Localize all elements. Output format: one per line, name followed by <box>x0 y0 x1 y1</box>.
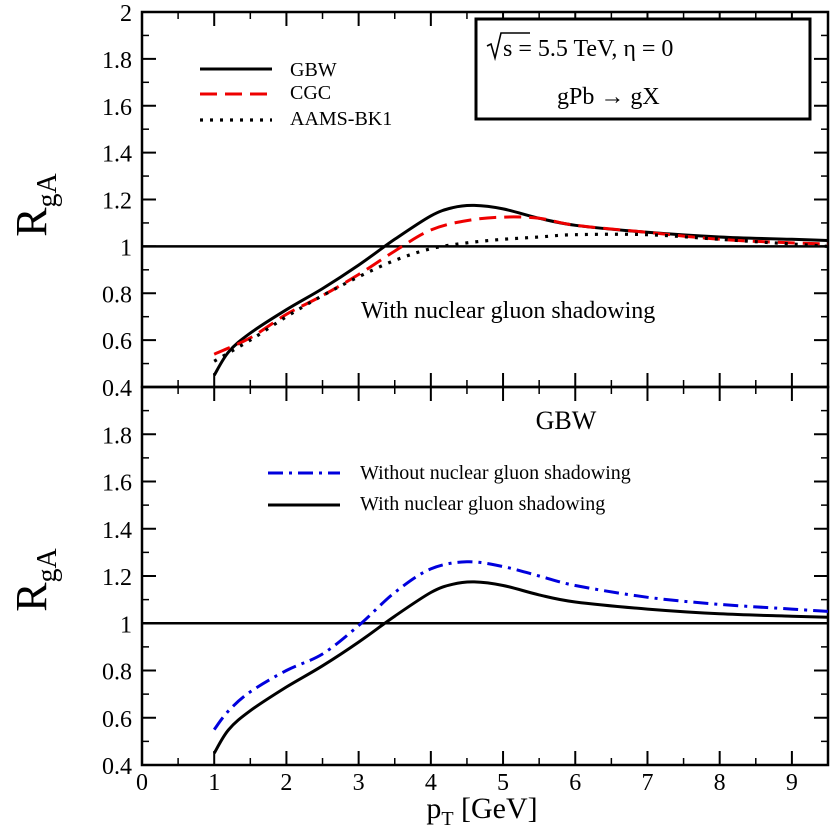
legend-label-aams: AAMS-BK1 <box>290 108 392 130</box>
bottom-legend: Without nuclear gluon shadowing With nuc… <box>268 462 631 515</box>
bottom-ytick-label: 1.2 <box>102 565 132 591</box>
xtick-label: 5 <box>497 770 509 796</box>
top-ytick-label: 2 <box>120 1 132 27</box>
xtick-label: 4 <box>425 770 437 796</box>
legend-label-cgc: CGC <box>290 82 331 104</box>
info-energy: s = 5.5 TeV, η = 0 <box>503 36 673 62</box>
top-ytick-label: 1.2 <box>102 189 132 215</box>
bottom-panel-title: GBW <box>536 406 597 435</box>
top-series-gbw <box>212 203 828 377</box>
top-ytick-label: 1.6 <box>102 95 132 121</box>
sqrt-icon <box>486 32 530 62</box>
top-ytick-label: 1 <box>120 235 132 261</box>
top-ytick-label: 0.6 <box>102 329 132 355</box>
top-ytick-label: 1.4 <box>102 142 132 168</box>
bottom-series-with-nuclear-gluon-shadowing <box>212 580 828 754</box>
top-legend: GBW CGC AAMS-BK1 <box>200 59 392 130</box>
info-box: s = 5.5 TeV, η = 0 gPb → gX <box>474 17 812 121</box>
legend-label-with: With nuclear gluon shadowing <box>360 493 605 515</box>
top-panel: 0.4 0.6 0.8 1 1.2 1.4 1.6 1.8 2 <box>102 1 830 402</box>
bottom-ytick-label: 1.8 <box>102 423 132 449</box>
info-process: gPb → gX <box>557 84 660 110</box>
top-series-aams-bk1 <box>213 232 828 363</box>
top-ytick-label: 1.8 <box>102 48 132 74</box>
top-ytick-label: 0.8 <box>102 282 132 308</box>
xtick-label: 0 <box>136 770 148 796</box>
xtick-label: 6 <box>569 770 581 796</box>
bottom-plot-frame <box>140 385 830 767</box>
bottom-ytick-label: 1.4 <box>102 518 132 544</box>
bottom-ytick-label: 1 <box>120 612 132 638</box>
legend-label-without: Without nuclear gluon shadowing <box>360 462 631 484</box>
top-annotation: With nuclear gluon shadowing <box>361 298 655 324</box>
xtick-label: 7 <box>641 770 653 796</box>
bottom-ytick-label: 1.6 <box>102 471 132 497</box>
xtick-label: 9 <box>786 770 798 796</box>
info-box-frame <box>474 17 812 121</box>
bottom-ylabel: RgA <box>7 547 63 611</box>
bottom-ytick-label: 0.8 <box>102 660 132 686</box>
x-axis-title: pT [GeV] <box>426 792 537 830</box>
xtick-label: 1 <box>208 770 220 796</box>
xtick-label: 2 <box>280 770 292 796</box>
bottom-ytick-label: 0.4 <box>102 754 132 780</box>
top-ylabel: RgA <box>7 172 63 236</box>
bottom-panel: 0.4 0.6 0.8 1 1.2 1.4 1.6 1.8 0 1 2 3 4 5 6 7 8 9 <box>102 385 830 796</box>
legend-label-gbw: GBW <box>290 59 337 81</box>
bottom-series-without-nuclear-gluon-shadowing <box>212 560 828 731</box>
bottom-ytick-label: 0.6 <box>102 707 132 733</box>
xtick-label: 8 <box>714 770 726 796</box>
xtick-label: 3 <box>353 770 365 796</box>
top-ytick-label: 0.4 <box>102 376 132 402</box>
